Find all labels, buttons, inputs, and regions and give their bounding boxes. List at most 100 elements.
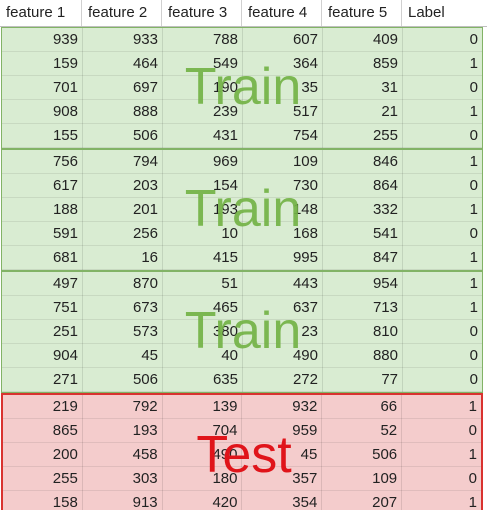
table-cell[interactable]: 635 [163, 368, 243, 392]
table-cell[interactable]: 109 [243, 150, 323, 174]
table-cell[interactable]: 201 [83, 198, 163, 222]
table-cell[interactable]: 0 [469, 371, 478, 388]
table-cell[interactable]: 870 [83, 272, 163, 296]
table-cell[interactable]: 158 [3, 491, 83, 510]
table-cell[interactable]: 754 [243, 124, 323, 148]
table-cell[interactable]: 193 [163, 198, 243, 222]
table-cell[interactable]: 354 [242, 491, 323, 510]
table-cell[interactable]: 880 [323, 344, 403, 368]
column-header-feature-1[interactable]: feature 1 [0, 0, 82, 26]
table-cell[interactable]: 415 [163, 246, 243, 270]
table-cell[interactable]: 35 [243, 76, 323, 100]
table-cell[interactable]: 0 [469, 177, 478, 194]
table-cell[interactable]: 497 [2, 272, 83, 296]
column-header-feature-2[interactable]: feature 2 [82, 0, 162, 26]
table-cell[interactable]: 0 [469, 323, 478, 340]
table-cell[interactable]: 751 [2, 296, 83, 320]
table-cell[interactable]: 846 [323, 150, 403, 174]
table-cell[interactable]: 364 [243, 52, 323, 76]
table-cell[interactable]: 506 [83, 124, 163, 148]
table-cell[interactable]: 207 [322, 491, 403, 510]
table-cell[interactable]: 1 [468, 398, 477, 415]
table-cell[interactable]: 1 [469, 275, 478, 292]
table-cell[interactable]: 864 [323, 174, 403, 198]
table-cell[interactable]: 10 [163, 222, 243, 246]
column-header-label[interactable]: Label [408, 4, 445, 21]
table-cell[interactable]: 40 [163, 344, 243, 368]
table-cell[interactable]: 697 [83, 76, 163, 100]
table-cell[interactable]: 332 [323, 198, 403, 222]
table-cell[interactable]: 959 [242, 419, 323, 443]
table-cell[interactable]: 52 [322, 419, 403, 443]
table-cell[interactable]: 713 [323, 296, 403, 320]
table-cell[interactable]: 168 [243, 222, 323, 246]
table-cell[interactable]: 541 [323, 222, 403, 246]
table-cell[interactable]: 704 [163, 419, 243, 443]
table-cell[interactable]: 219 [3, 395, 83, 419]
table-cell[interactable]: 865 [3, 419, 83, 443]
table-cell[interactable]: 148 [243, 198, 323, 222]
table-cell[interactable]: 45 [242, 443, 323, 467]
table-cell[interactable]: 31 [323, 76, 403, 100]
table-cell[interactable]: 271 [2, 368, 83, 392]
table-cell[interactable]: 701 [2, 76, 83, 100]
table-cell[interactable]: 458 [83, 443, 163, 467]
table-cell[interactable]: 517 [243, 100, 323, 124]
table-cell[interactable]: 904 [2, 344, 83, 368]
table-cell[interactable]: 0 [469, 79, 478, 96]
table-cell[interactable]: 792 [83, 395, 163, 419]
table-cell[interactable]: 139 [163, 395, 243, 419]
table-cell[interactable]: 954 [323, 272, 403, 296]
table-cell[interactable]: 756 [2, 150, 83, 174]
table-cell[interactable]: 1 [469, 249, 478, 266]
table-cell[interactable]: 506 [322, 443, 403, 467]
table-cell[interactable]: 256 [83, 222, 163, 246]
table-cell[interactable]: 51 [163, 272, 243, 296]
table-cell[interactable]: 303 [83, 467, 163, 491]
table-cell[interactable]: 200 [3, 443, 83, 467]
table-cell[interactable]: 933 [83, 28, 163, 52]
table-cell[interactable]: 431 [163, 124, 243, 148]
table-cell[interactable]: 0 [469, 347, 478, 364]
table-cell[interactable]: 420 [163, 491, 243, 510]
table-cell[interactable]: 154 [163, 174, 243, 198]
table-cell[interactable]: 251 [2, 320, 83, 344]
table-cell[interactable]: 490 [243, 344, 323, 368]
column-header-feature-5[interactable]: feature 5 [322, 0, 402, 26]
table-cell[interactable]: 464 [83, 52, 163, 76]
table-cell[interactable]: 490 [163, 443, 243, 467]
table-cell[interactable]: 591 [2, 222, 83, 246]
table-cell[interactable]: 0 [469, 31, 478, 48]
table-cell[interactable]: 380 [163, 320, 243, 344]
column-header-feature-4[interactable]: feature 4 [242, 0, 322, 26]
table-cell[interactable]: 607 [243, 28, 323, 52]
table-cell[interactable]: 0 [469, 225, 478, 242]
table-cell[interactable]: 23 [243, 320, 323, 344]
table-cell[interactable]: 939 [2, 28, 83, 52]
table-cell[interactable]: 155 [2, 124, 83, 148]
table-cell[interactable]: 794 [83, 150, 163, 174]
table-cell[interactable]: 573 [83, 320, 163, 344]
table-cell[interactable]: 77 [323, 368, 403, 392]
table-cell[interactable]: 255 [3, 467, 83, 491]
table-cell[interactable]: 443 [243, 272, 323, 296]
table-cell[interactable]: 888 [83, 100, 163, 124]
table-cell[interactable]: 193 [83, 419, 163, 443]
table-cell[interactable]: 188 [2, 198, 83, 222]
table-cell[interactable]: 255 [323, 124, 403, 148]
table-cell[interactable]: 0 [468, 470, 477, 487]
table-cell[interactable]: 730 [243, 174, 323, 198]
table-cell[interactable]: 1 [468, 446, 477, 463]
table-cell[interactable]: 810 [323, 320, 403, 344]
table-cell[interactable]: 465 [163, 296, 243, 320]
table-cell[interactable]: 1 [469, 55, 478, 72]
table-cell[interactable]: 1 [469, 153, 478, 170]
table-cell[interactable]: 673 [83, 296, 163, 320]
table-cell[interactable]: 409 [323, 28, 403, 52]
table-cell[interactable]: 932 [242, 395, 323, 419]
table-cell[interactable]: 859 [323, 52, 403, 76]
column-header-feature-3[interactable]: feature 3 [162, 0, 242, 26]
table-cell[interactable]: 617 [2, 174, 83, 198]
table-cell[interactable]: 239 [163, 100, 243, 124]
table-cell[interactable]: 16 [83, 246, 163, 270]
